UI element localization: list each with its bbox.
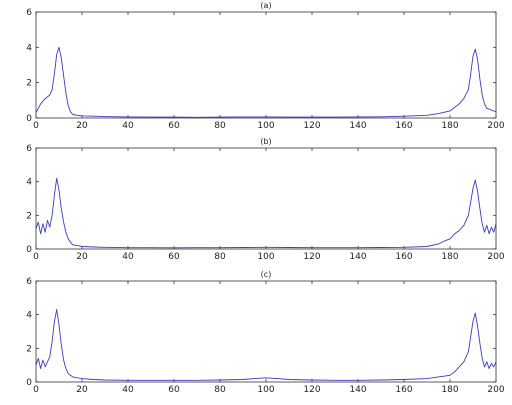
- x-tick-label: 180: [441, 385, 458, 395]
- x-tick-label: 140: [349, 385, 366, 395]
- x-tick-label: 0: [33, 252, 39, 262]
- x-tick-label: 80: [214, 121, 226, 131]
- x-tick-label: 200: [487, 121, 504, 131]
- series-line: [35, 309, 497, 381]
- y-tick-label: 4: [26, 43, 32, 53]
- x-tick-label: 140: [349, 252, 366, 262]
- y-tick-label: 2: [26, 211, 32, 221]
- y-tick-label: 0: [26, 245, 32, 255]
- subplot-b: (b) 0 20 40 60 80 100 120 140 160 180 200 0 2 4 6: [26, 137, 505, 262]
- x-tick-label: 20: [76, 252, 88, 262]
- x-tick-label: 180: [441, 252, 458, 262]
- x-tick-label: 100: [257, 385, 274, 395]
- x-tick-label: 0: [33, 121, 39, 131]
- x-tick-label: 180: [441, 121, 458, 131]
- subplot-title: (b): [260, 137, 271, 146]
- x-tick-label: 20: [76, 385, 88, 395]
- x-tick-label: 120: [303, 121, 320, 131]
- subplot-title: (a): [260, 1, 271, 10]
- y-tick-label: 4: [26, 311, 32, 321]
- series-line: [35, 177, 497, 249]
- x-tick-label: 120: [303, 385, 320, 395]
- x-tick-label: 20: [76, 121, 88, 131]
- subplot-a: (a) 0 20 40 60 80 100 120 140 160 180 200 0 2 4 6: [26, 1, 505, 131]
- x-tick-label: 40: [122, 121, 134, 131]
- x-tick-label: 60: [168, 121, 180, 131]
- x-tick-label: 80: [214, 385, 226, 395]
- y-tick-label: 4: [26, 178, 32, 188]
- x-tick-label: 60: [168, 252, 180, 262]
- x-tick-label: 60: [168, 385, 180, 395]
- x-tick-label: 40: [122, 252, 134, 262]
- y-tick-label: 2: [26, 344, 32, 354]
- x-tick-label: 160: [395, 121, 412, 131]
- y-tick-label: 6: [26, 144, 32, 154]
- y-tick-label: 0: [26, 114, 32, 124]
- y-tick-label: 6: [26, 277, 32, 287]
- x-tick-label: 40: [122, 385, 134, 395]
- y-tick-label: 6: [26, 8, 32, 18]
- x-tick-label: 120: [303, 252, 320, 262]
- x-tick-label: 140: [349, 121, 366, 131]
- subplot-title: (c): [261, 270, 272, 279]
- x-tick-label: 100: [257, 252, 274, 262]
- plot-area: [35, 280, 497, 383]
- y-tick-label: 0: [26, 378, 32, 388]
- subplot-c: (c) 0 20 40 60 80 100 120 140 160 180 200 0 2 4 6: [26, 270, 505, 395]
- x-tick-label: 160: [395, 252, 412, 262]
- x-tick-label: 200: [487, 385, 504, 395]
- plot-area: [35, 11, 497, 119]
- x-tick-label: 100: [257, 121, 274, 131]
- x-tick-label: 160: [395, 385, 412, 395]
- y-tick-label: 2: [26, 79, 32, 89]
- x-tick-label: 200: [487, 252, 504, 262]
- plot-area: [35, 147, 497, 250]
- series-line: [35, 46, 497, 118]
- x-tick-label: 80: [214, 252, 226, 262]
- x-tick-label: 0: [33, 385, 39, 395]
